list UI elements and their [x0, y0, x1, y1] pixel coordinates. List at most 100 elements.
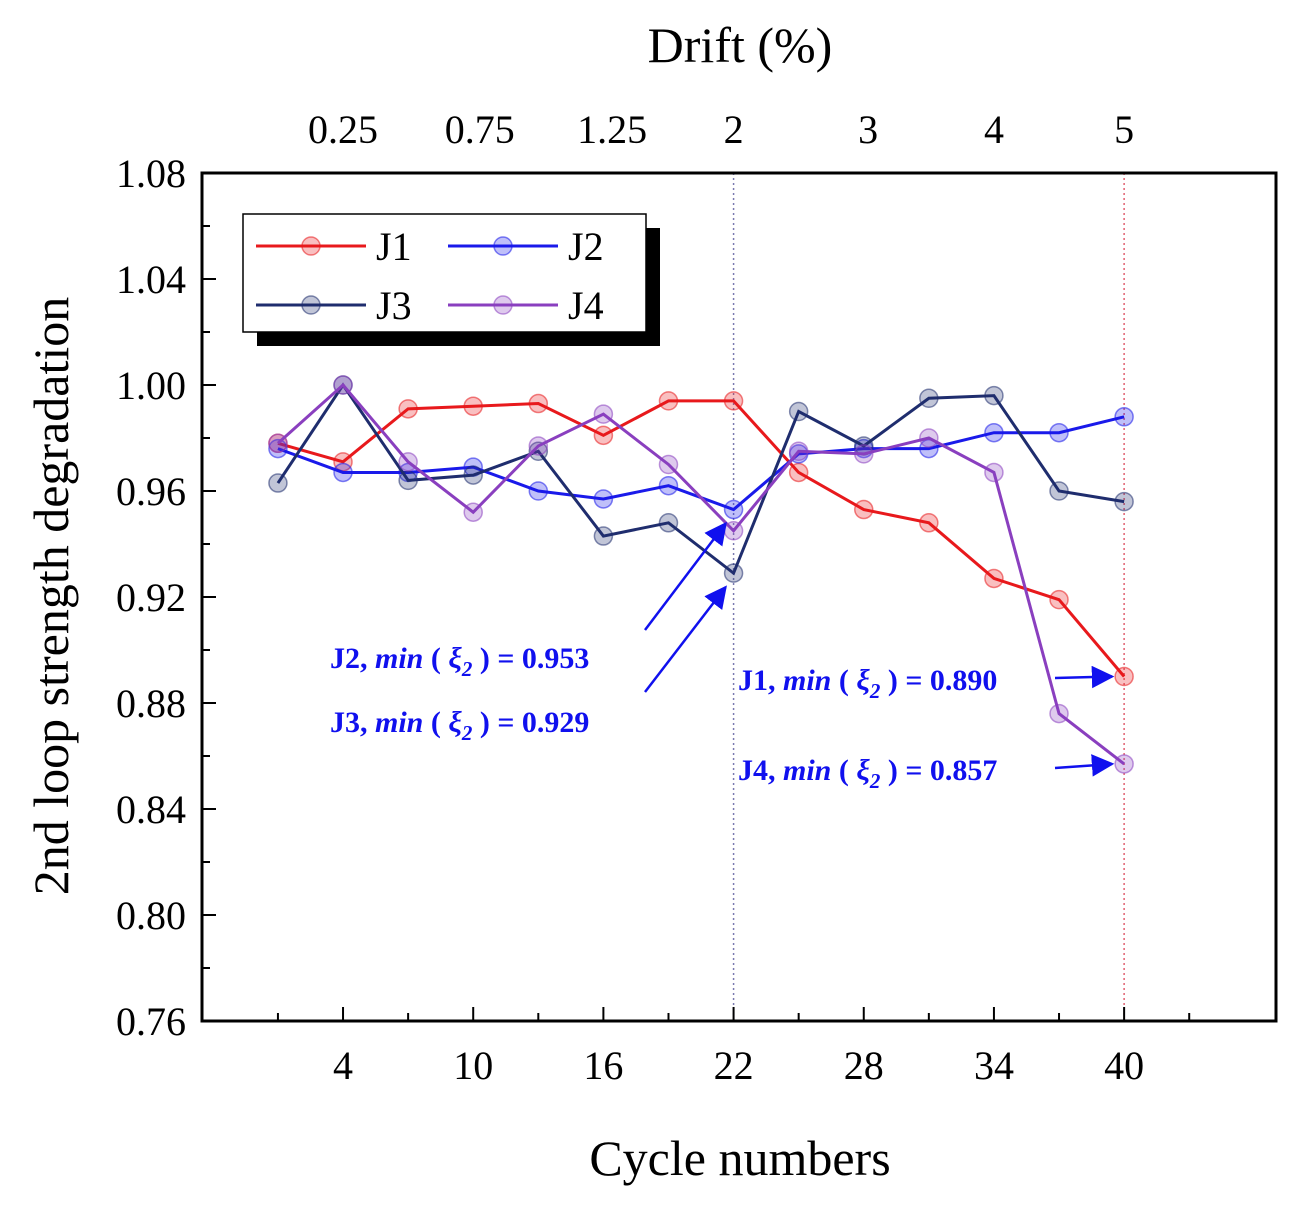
data-point-j1 — [463, 396, 483, 416]
annotation-text-j3: J3, min ( ξ2 ) = 0.929 — [330, 706, 589, 745]
data-point-j3 — [528, 441, 549, 461]
x-tick-label: 4 — [333, 1043, 353, 1088]
legend: J1 J2 J3 J4 — [242, 213, 660, 346]
data-point-j2 — [593, 489, 614, 509]
series-line-j1 — [277, 399, 1126, 678]
data-point-j1 — [528, 393, 549, 414]
annotation-arrow-j1 — [1054, 665, 1115, 689]
data-point-j4 — [854, 444, 874, 464]
data-point-j3 — [1114, 491, 1134, 512]
x-tick-label: 22 — [714, 1043, 754, 1088]
data-point-j4 — [723, 521, 744, 541]
legend-label-j3: J3 — [376, 283, 412, 328]
data-point-j3 — [984, 385, 1004, 406]
data-point-j3 — [1049, 481, 1069, 501]
data-point-j4 — [398, 452, 418, 472]
annotation-text-j4: J4, min ( ξ2 ) = 0.857 — [738, 754, 997, 793]
top-tick-label: 5 — [1114, 107, 1134, 152]
y-tick-label: 0.92 — [116, 575, 186, 620]
data-point-j1 — [723, 391, 744, 411]
top-tick-label: 1.25 — [577, 107, 647, 152]
series-j3 — [268, 375, 1134, 583]
x-tick-label: 16 — [583, 1043, 623, 1088]
x-axis-title: Cycle numbers — [589, 1130, 890, 1186]
data-point-j2 — [658, 475, 679, 496]
data-point-j4 — [919, 428, 939, 448]
data-point-j3 — [723, 563, 744, 583]
data-point-j1 — [398, 399, 418, 419]
legend-swatch-marker-j3 — [301, 295, 321, 315]
y-tick-label: 0.88 — [116, 681, 186, 726]
data-point-j4 — [593, 404, 614, 424]
top-tick-label: 3 — [858, 107, 878, 152]
x-tick-label: 34 — [974, 1043, 1014, 1088]
top-tick-label: 0.75 — [445, 107, 515, 152]
annotation-j4: J4, min ( ξ2 ) = 0.857 — [738, 754, 1115, 793]
data-point-j4 — [984, 462, 1004, 483]
series-line-j3 — [276, 382, 1125, 576]
data-point-j1 — [333, 452, 353, 472]
legend-box — [242, 213, 647, 333]
legend-swatch-marker-j4 — [493, 295, 513, 315]
annotation-j3: J3, min ( ξ2 ) = 0.929 — [330, 585, 727, 745]
data-point-j2 — [1114, 407, 1134, 427]
annotation-text-j2: J2, min ( ξ2 ) = 0.953 — [330, 642, 589, 681]
annotation-j2: J2, min ( ξ2 ) = 0.953 — [330, 521, 727, 681]
reference-lines — [732, 173, 1125, 1021]
data-point-j4 — [1114, 754, 1134, 774]
y-tick-label: 1.04 — [116, 257, 186, 302]
data-point-j1 — [984, 568, 1004, 589]
data-point-j3 — [658, 513, 679, 533]
legend-swatch-marker-j1 — [301, 236, 321, 256]
annotations: J2, min ( ξ2 ) = 0.953 J3, min ( ξ2 ) = 0… — [330, 521, 1115, 793]
data-point-j2 — [1049, 422, 1069, 443]
legend-label-j4: J4 — [568, 283, 604, 328]
y-tick-label: 1.00 — [116, 363, 186, 408]
data-point-j2 — [528, 481, 549, 501]
data-point-j1 — [658, 391, 679, 411]
legend-swatch-marker-j2 — [493, 236, 513, 256]
y-axis-title: 2nd loop strength degradation — [23, 297, 79, 896]
annotation-text-j1: J1, min ( ξ2 ) = 0.890 — [738, 664, 997, 703]
data-point-j1 — [788, 462, 809, 483]
y-tick-label: 0.84 — [116, 787, 186, 832]
data-point-j2 — [333, 462, 353, 483]
data-point-j1 — [1114, 666, 1134, 687]
y-tick-label: 0.80 — [116, 893, 186, 938]
top-tick-label: 0.25 — [308, 107, 378, 152]
x-tick-label: 40 — [1104, 1043, 1144, 1088]
data-point-j3 — [788, 401, 809, 422]
data-point-j2 — [984, 422, 1004, 443]
legend-label-j1: J1 — [376, 224, 412, 269]
data-point-j3 — [919, 388, 939, 408]
series-j4 — [268, 375, 1134, 774]
series-line-j4 — [276, 382, 1126, 766]
x-tick-label: 10 — [453, 1043, 493, 1088]
x-tick-label: 28 — [844, 1043, 884, 1088]
annotation-j1: J1, min ( ξ2 ) = 0.890 — [738, 664, 1115, 703]
top-tick-label: 4 — [984, 107, 1004, 152]
data-point-j4 — [788, 441, 809, 461]
data-point-j3 — [268, 473, 288, 493]
data-point-j3 — [593, 526, 614, 546]
annotation-arrow-j3 — [644, 585, 727, 693]
top-axis-title: Drift (%) — [648, 17, 833, 73]
data-point-j4 — [268, 433, 288, 454]
data-point-j1 — [919, 513, 939, 533]
series-layer — [268, 375, 1134, 774]
y-tick-label: 1.08 — [116, 151, 186, 196]
y-tick-label: 0.96 — [116, 469, 186, 514]
plot-frame — [200, 171, 1278, 1023]
data-point-j3 — [398, 470, 418, 491]
axis-ticks: 4 10 16 22 28 34 400.760.800.840.880.920.961.0… — [116, 107, 1191, 1088]
y-tick-label: 0.76 — [116, 999, 186, 1044]
annotation-arrow-j2 — [644, 521, 727, 631]
data-point-j4 — [658, 454, 679, 475]
top-tick-label: 2 — [724, 107, 744, 152]
annotation-arrow-j4 — [1054, 754, 1115, 777]
data-point-j4 — [463, 502, 483, 522]
data-point-j1 — [854, 499, 874, 520]
data-point-j2 — [268, 438, 288, 459]
data-point-j1 — [593, 425, 614, 446]
